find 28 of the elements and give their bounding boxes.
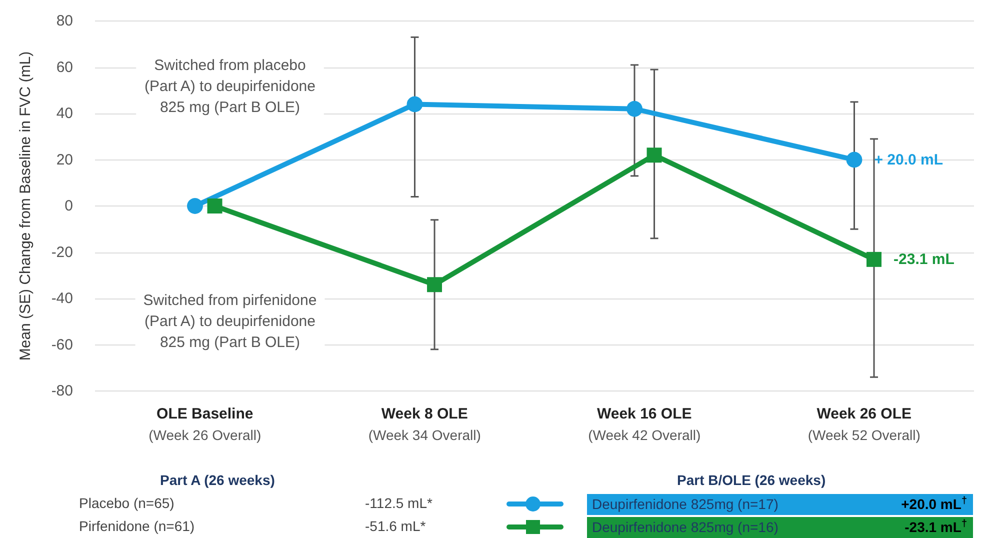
- y-tick-label: 20: [56, 151, 73, 168]
- text: -112.5 mL*: [365, 495, 432, 511]
- legend-label: Deupirfenidone 825mg (n=16): [592, 518, 778, 537]
- y-tick-label: 80: [56, 12, 73, 30]
- text: Placebo (n=65): [79, 495, 174, 511]
- legend-label: Deupirfenidone 825mg (n=17): [592, 495, 778, 514]
- y-tick-label: 40: [56, 105, 73, 122]
- x-tick-label: Week 26 OLE (Week 52 Overall): [808, 406, 920, 443]
- annotation: Switched from placebo (Part A) to deupirfenidone 825 mg (Part B OLE): [144, 57, 316, 116]
- text: Part A (26 weeks): [160, 472, 275, 488]
- x-tick-label: Week 8 OLE (Week 34 Overall): [368, 406, 481, 443]
- x-tick-label: OLE Baseline (Week 26 Overall): [148, 406, 262, 443]
- y-tick-label: -20: [51, 244, 73, 261]
- text: Pirfenidone (n=61): [79, 518, 195, 534]
- data-label: -23.1 mL: [894, 250, 954, 268]
- text: Part B/OLE (26 weeks): [677, 472, 826, 488]
- annotation: Switched from pirfenidone (Part A) to deupirfenidone 825 mg (Part B OLE): [143, 292, 317, 351]
- data-label: + 20.0 mL: [874, 151, 944, 168]
- y-axis-title: Mean (SE) Change from Baseline in FVC (mL): [17, 51, 34, 361]
- text: +20.0 mL$^{†}$: [901, 494, 967, 514]
- y-tick-label: 0: [64, 198, 73, 214]
- text: -23.1 mL$^{†}$: [904, 517, 967, 537]
- y-tick-label: -40: [51, 290, 73, 307]
- y-tick-label: 60: [56, 58, 73, 76]
- text: -51.6 mL*: [365, 518, 426, 534]
- y-tick-label: -60: [51, 336, 73, 354]
- x-tick-label: Week 16 OLE (Week 42 Overall): [588, 406, 701, 443]
- y-tick-label: -80: [51, 382, 73, 400]
